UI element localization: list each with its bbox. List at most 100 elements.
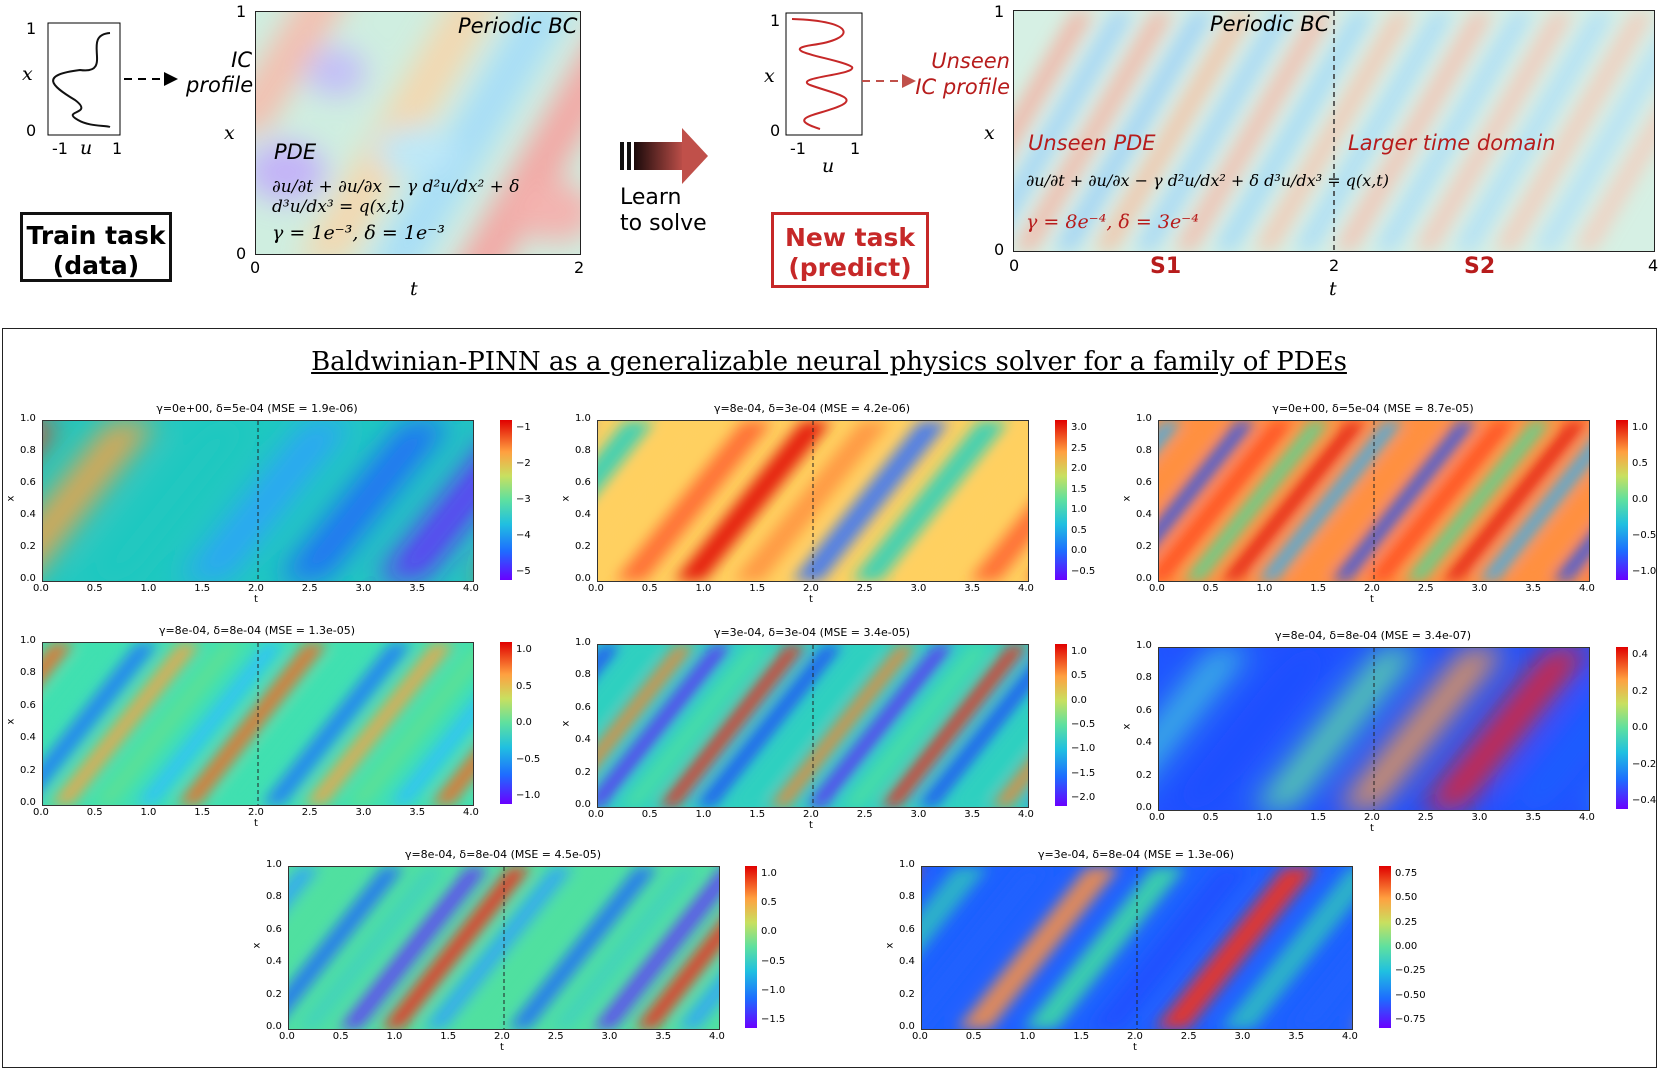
colorbar-tick: 0.0 <box>1632 494 1648 505</box>
panel-y-tick: 1.0 <box>266 859 282 870</box>
panel-stripe <box>1294 421 1441 581</box>
colorbar-tick: 0.0 <box>1632 722 1648 733</box>
colorbar-tick: 1.5 <box>1071 483 1087 495</box>
panel-x-tick: 1.0 <box>695 583 712 594</box>
panel-stripe <box>178 421 356 581</box>
panel-y-tick: 0.4 <box>899 956 915 968</box>
train-pde-label: PDE <box>274 140 317 164</box>
colorbar-tick: −1 <box>516 422 531 433</box>
panel-stripe <box>261 643 413 805</box>
new-inset-ylabel: x <box>764 65 775 87</box>
panel-stripe <box>954 714 1028 807</box>
panel-stripe <box>1154 867 1318 1029</box>
panel-y-tick: 0.8 <box>1136 672 1152 684</box>
colorbar-tick: 0.2 <box>1632 685 1648 697</box>
panel-y-tick: 1.0 <box>20 413 36 424</box>
panel-x-tick: 0.5 <box>641 809 658 820</box>
panel-x-tick: 1.5 <box>194 583 211 594</box>
panel-y-tick: 1.0 <box>575 637 591 648</box>
panel-x-tick: 3.0 <box>1471 583 1488 594</box>
panel-stripe <box>1159 421 1293 581</box>
panel-y-tick: 0.4 <box>1136 737 1152 749</box>
panel-stripe <box>806 645 955 807</box>
panel-colorbar <box>500 420 512 580</box>
panel-stripe <box>658 645 807 807</box>
colorbar-tick: 0.75 <box>1395 868 1418 879</box>
panel-heatmap <box>42 420 474 582</box>
panel-y-tick: 0.2 <box>1136 541 1152 552</box>
panel-stripe <box>598 421 714 566</box>
panel-stripe <box>1183 421 1330 581</box>
panel-x-tick: 0.5 <box>86 583 103 594</box>
panel-stripe <box>1028 421 1029 581</box>
test-field-y0: 0 <box>994 240 1005 259</box>
panel-x-tick: 1.5 <box>1310 583 1327 594</box>
panel-x-tick: 1.5 <box>749 809 766 820</box>
panel-stripe <box>880 645 1028 807</box>
panel-x-tick: 2.0 <box>1127 1031 1143 1042</box>
colorbar-tick: 0.5 <box>516 680 532 692</box>
panel-ylabel: x <box>884 942 896 949</box>
new-inset-xneg: -1 <box>790 139 806 158</box>
colorbar-tick: −1.5 <box>761 1014 786 1025</box>
panel-x-tick: 3.5 <box>1525 812 1542 823</box>
panel-y-tick: 0.4 <box>266 956 282 968</box>
panel-x-tick: 1.0 <box>695 809 712 820</box>
panel-stripe <box>43 643 159 788</box>
panel-x-tick: 0.5 <box>965 1031 982 1042</box>
panel-xlabel: t <box>809 820 813 831</box>
train-field-ylabel: x <box>224 122 235 144</box>
new-task-box: New task (predict) <box>771 212 929 288</box>
panel-y-tick: 1.0 <box>1136 640 1152 651</box>
panel-y-tick: 0.2 <box>575 766 591 778</box>
panel-x-tick: 2.0 <box>803 583 819 594</box>
panel-stripe <box>1419 648 1589 810</box>
panel-y-tick: 0.8 <box>266 891 282 903</box>
panel-stripe <box>338 867 490 1029</box>
new-dashed-arrow <box>862 74 916 88</box>
panel-stripe <box>296 867 447 1029</box>
test-field-plot: Periodic BC Unseen PDE Larger time domai… <box>1013 10 1655 252</box>
new-ic-inset: 1 0 x -1 1 u <box>762 5 872 177</box>
panel-x-tick: 4.0 <box>1579 812 1595 823</box>
panel-stripe <box>1088 867 1252 1029</box>
panel-x-tick: 0.0 <box>33 807 49 818</box>
colorbar-tick: 0.50 <box>1395 892 1418 904</box>
panel-y-tick: 0.2 <box>20 764 36 776</box>
panel-heatmap <box>921 866 1353 1030</box>
panel-y-tick: 0.8 <box>575 445 591 456</box>
panel-heatmap <box>1158 647 1590 811</box>
panel-stripe <box>1023 867 1186 1029</box>
test-field-ylabel: x <box>984 122 995 144</box>
new-inset-y1: 1 <box>770 11 781 30</box>
panel-colorbar <box>1055 644 1067 806</box>
train-ic-inset: 1 0 x -1 1 u <box>20 15 130 160</box>
panel-title: γ=0e+00, δ=5e-04 (MSE = 1.9e-06) <box>156 402 358 415</box>
colorbar-tick: −0.50 <box>1395 989 1426 1001</box>
train-field-y1: 1 <box>236 2 247 21</box>
panel-stripe <box>843 645 992 807</box>
panel-y-tick: 0.8 <box>575 669 591 681</box>
panel-y-tick: 0.0 <box>266 1021 282 1032</box>
test-field-stripes <box>1014 11 1654 251</box>
colorbar-tick: 2.0 <box>1071 463 1087 475</box>
panel-stripe <box>134 643 286 805</box>
panel-stripe <box>1335 648 1508 810</box>
panel-xlabel: t <box>1370 823 1374 834</box>
panel-x-tick: 3.0 <box>355 807 372 818</box>
panel-y-tick: 1.0 <box>20 635 36 646</box>
panel-title: γ=0e+00, δ=5e-04 (MSE = 8.7e-05) <box>1272 402 1474 415</box>
panel-x-tick: 2.0 <box>803 809 819 820</box>
panel-stripe <box>1367 421 1515 581</box>
panel-stripe <box>1159 421 1183 451</box>
panel-y-tick: 0.6 <box>899 923 915 935</box>
colorbar-tick: 0.4 <box>1632 649 1648 660</box>
panel-stripe <box>922 867 1055 1029</box>
panel-x-tick: 0.0 <box>279 1031 295 1042</box>
colorbar-tick: 0.0 <box>1071 694 1087 706</box>
panel-stripe <box>615 421 773 581</box>
panel-stripe <box>177 643 328 805</box>
colorbar-gradient <box>745 866 757 1028</box>
colorbar-tick: 0.0 <box>516 717 532 728</box>
colorbar-tick: 1.0 <box>1071 504 1087 516</box>
